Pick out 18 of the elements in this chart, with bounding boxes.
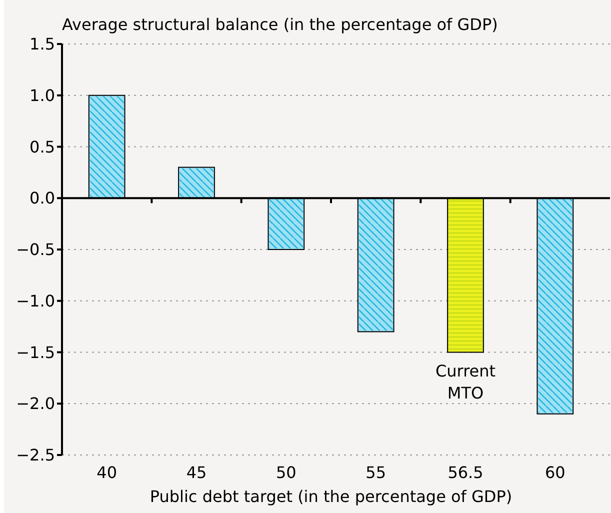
y-tick-label: −2.0 [16,394,55,414]
y-tick-label: −1.5 [16,342,55,362]
x-tick-label: 55 [366,463,386,482]
y-tick-label: −1.0 [16,291,55,310]
y-tick-label: 1.5 [30,34,55,54]
x-tick-label: 40 [96,463,118,482]
x-tick-label: 60 [544,463,566,482]
y-axis-title: Average structural balance (in the percentage of GDP) [62,15,498,34]
y-tick-label: −0.5 [16,240,55,260]
y-tick-label: 0.5 [30,137,55,156]
y-tick-label: 0.0 [30,188,55,208]
y-tick-label: 1.0 [30,86,55,105]
x-axis-title: Public debt target (in the percentage of GDP) [150,487,512,506]
x-tick-label: 50 [276,463,296,482]
y-tick-label: −2.5 [16,446,55,465]
annotation: Current MTO [435,361,496,402]
x-tick-label: 45 [186,463,207,482]
x-tick-label: 56.5 [448,463,484,482]
